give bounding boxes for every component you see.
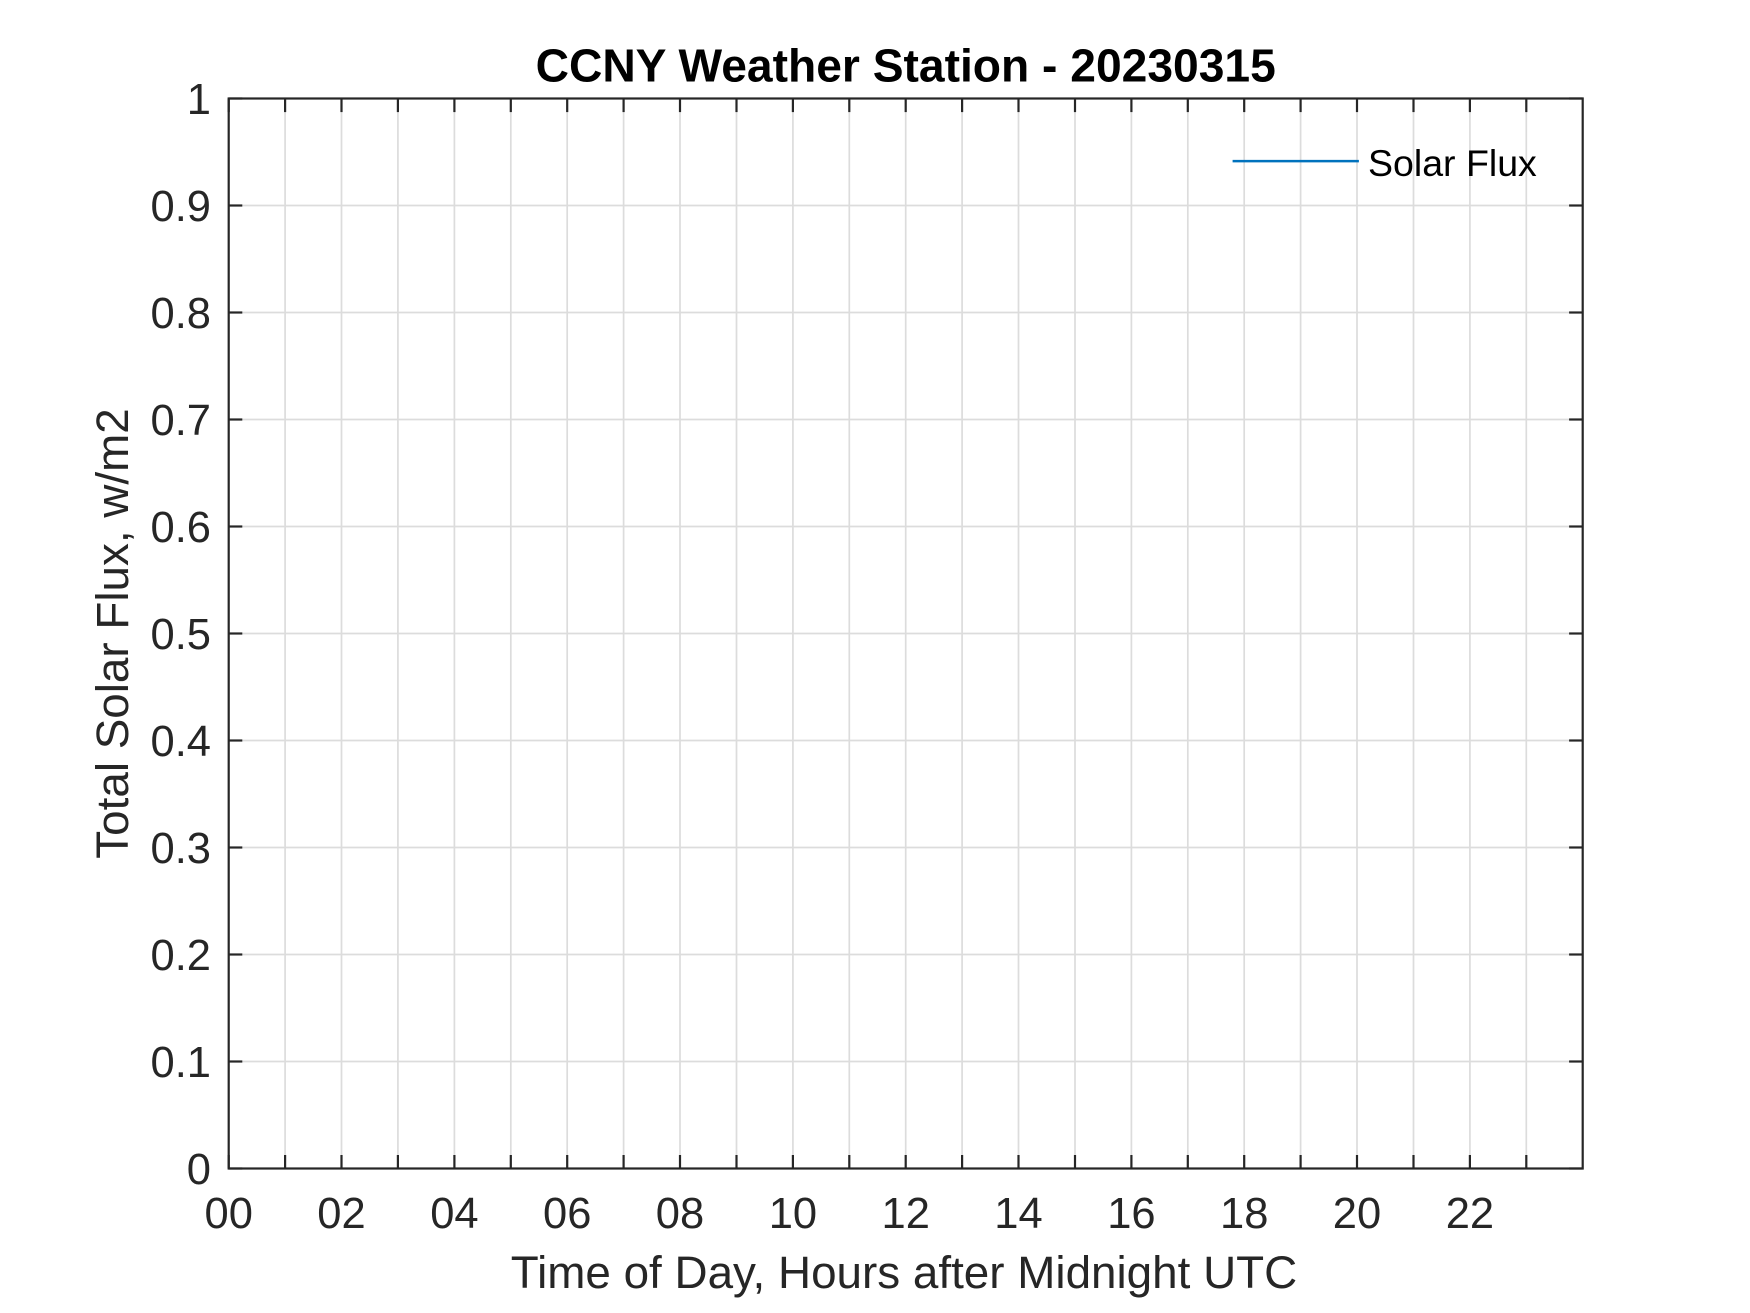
svg-text:0.1: 0.1 [151,1039,211,1087]
svg-text:18: 18 [1220,1190,1268,1238]
svg-text:1: 1 [187,76,211,124]
svg-text:Solar Flux: Solar Flux [1368,142,1537,184]
svg-text:20: 20 [1333,1190,1381,1238]
svg-text:02: 02 [317,1190,365,1238]
svg-text:0.8: 0.8 [151,290,211,338]
svg-text:22: 22 [1446,1190,1494,1238]
svg-text:0.3: 0.3 [151,825,211,873]
svg-text:0.2: 0.2 [151,932,211,980]
svg-text:CCNY Weather Station - 2023031: CCNY Weather Station - 20230315 [536,39,1276,91]
svg-text:00: 00 [205,1190,253,1238]
svg-text:Time of Day, Hours after Midni: Time of Day, Hours after Midnight UTC [511,1247,1297,1298]
svg-text:0.7: 0.7 [151,397,211,445]
svg-text:12: 12 [882,1190,930,1238]
svg-text:06: 06 [543,1190,591,1238]
svg-text:14: 14 [994,1190,1042,1238]
svg-text:0.6: 0.6 [151,504,211,552]
svg-text:0.5: 0.5 [151,611,211,659]
svg-text:0.9: 0.9 [151,183,211,231]
svg-text:16: 16 [1107,1190,1155,1238]
svg-text:0: 0 [187,1146,211,1194]
svg-text:10: 10 [769,1190,817,1238]
svg-text:Total Solar Flux, w/m2: Total Solar Flux, w/m2 [87,408,138,858]
svg-text:0.4: 0.4 [151,718,211,766]
svg-text:08: 08 [656,1190,704,1238]
svg-text:04: 04 [430,1190,478,1238]
